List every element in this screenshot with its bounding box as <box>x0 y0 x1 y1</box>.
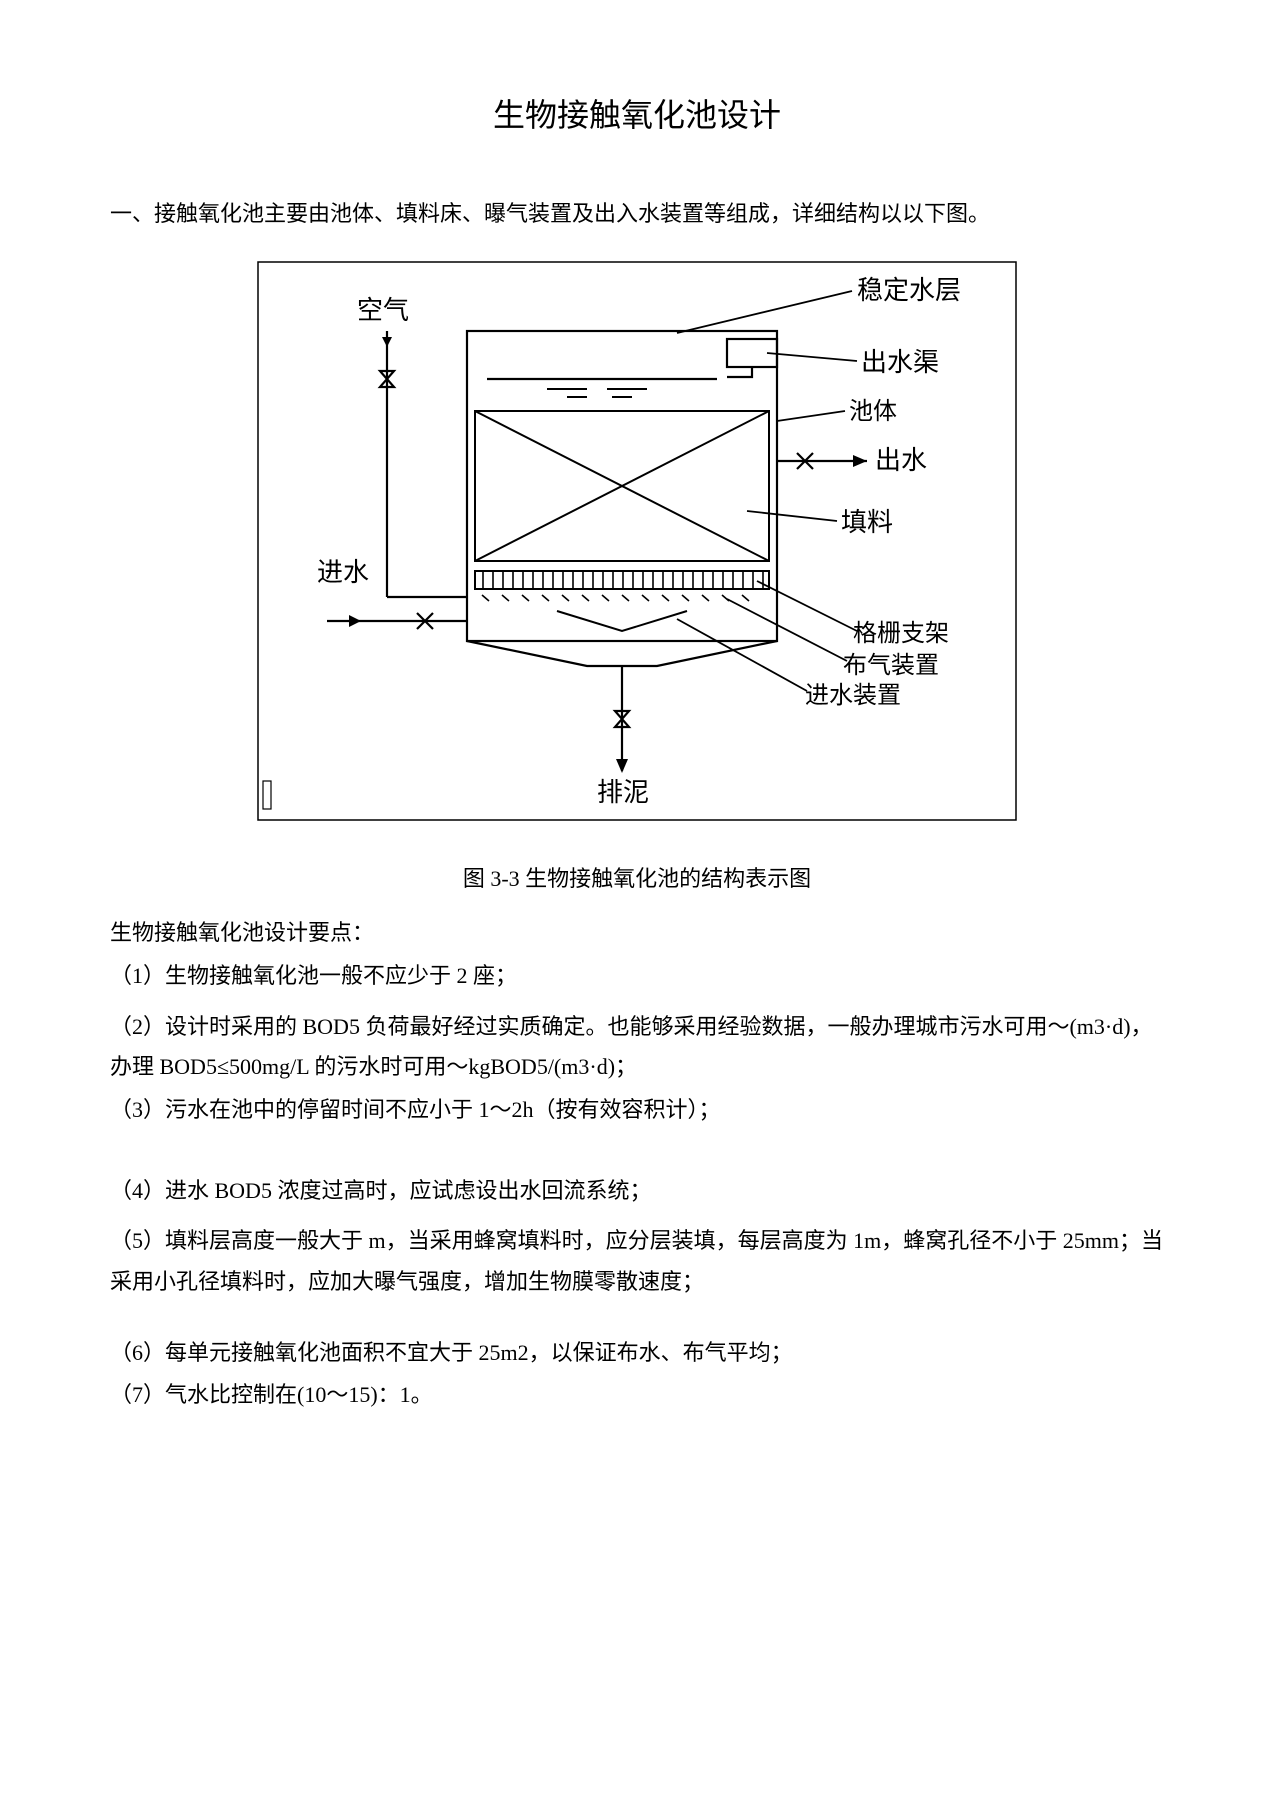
label-inflow: 进水 <box>317 558 369 587</box>
page: 生物接触氧化池设计 一、接触氧化池主要由池体、填料床、曝气装置及出入水装置等组成… <box>0 0 1274 1804</box>
label-airdev: 布气装置 <box>843 652 939 679</box>
point-4: （4）进水 BOD5 浓度过高时，应试虑设出水回流系统； <box>110 1171 1164 1212</box>
point-3: （3）污水在池中的停留时间不应小于 1～2h（按有效容积计）； <box>110 1090 1164 1131</box>
label-grid: 格栅支架 <box>853 620 949 647</box>
body-text: 生物接触氧化池设计要点： （1）生物接触氧化池一般不应少于 2 座； （2）设计… <box>110 913 1164 1416</box>
points-heading: 生物接触氧化池设计要点： <box>110 913 1164 954</box>
page-title: 生物接触氧化池设计 <box>110 90 1164 136</box>
diagram-svg: 空气 进水 排泥 稳定水层 出水渠 池体 出水 填料 格栅支架 布气装置 进水装… <box>257 261 1017 821</box>
figure-wrap: 空气 进水 排泥 稳定水层 出水渠 池体 出水 填料 格栅支架 布气装置 进水装… <box>110 261 1164 821</box>
figure-caption: 图 3-3 生物接触氧化池的结构表示图 <box>110 861 1164 893</box>
point-2: （2）设计时采用的 BOD5 负荷最好经过实质确定。也能够采用经验数据，一般办理… <box>110 1007 1164 1088</box>
diagram-frame <box>258 262 1016 820</box>
point-7: （7）气水比控制在(10～15)：1。 <box>110 1375 1164 1416</box>
label-packing: 填料 <box>841 508 893 537</box>
label-outflow: 出水 <box>875 446 927 475</box>
label-air: 空气 <box>357 296 409 325</box>
intro-text: 一、接触氧化池主要由池体、填料床、曝气装置及出入水装置等组成，详细结构以以下图。 <box>110 196 1164 231</box>
label-body: 池体 <box>849 398 897 425</box>
point-1: （1）生物接触氧化池一般不应少于 2 座； <box>110 956 1164 997</box>
label-drain: 排泥 <box>597 778 649 807</box>
point-5: （5）填料层高度一般大于 m，当采用蜂窝填料时，应分层装填，每层高度为 1m，蜂… <box>110 1221 1164 1302</box>
label-stable: 稳定水层 <box>857 276 961 305</box>
point-6: （6）每单元接触氧化池面积不宜大于 25m2，以保证布水、布气平均； <box>110 1333 1164 1374</box>
label-outchan: 出水渠 <box>861 348 939 377</box>
label-inflowdev: 进水装置 <box>805 682 901 709</box>
